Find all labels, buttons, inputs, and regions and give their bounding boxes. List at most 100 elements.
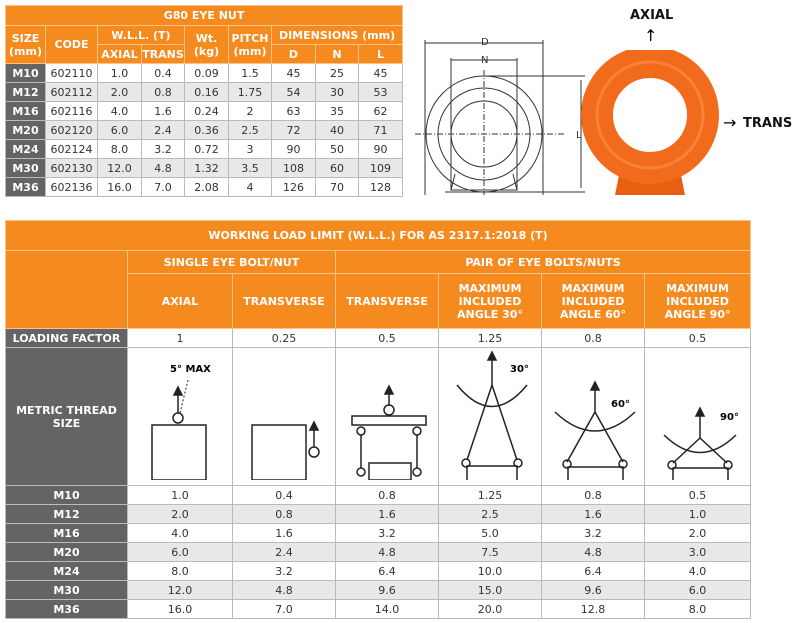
table-cell: 0.4 [232,485,336,505]
label-5-max: 5° MAX [170,364,211,375]
label-30: 30° [510,364,529,375]
column-header: MAXIMUM INCLUDED ANGLE 60° [541,273,645,329]
table-cell: 60 [315,158,359,178]
table-cell: 30 [315,82,359,102]
table-cell: 12.0 [97,158,142,178]
table-cell: 1.32 [184,158,229,178]
table-cell: 6.4 [335,561,439,581]
table-cell: 2.0 [97,82,142,102]
table-cell: 602110 [45,63,98,83]
angle-60-diagram: 60° [554,380,636,484]
column-header: TRANSVERSE [335,273,439,329]
table-cell: 35 [315,101,359,121]
size-cell: M24 [5,139,46,159]
table-cell: 40 [315,120,359,140]
table-cell: 2.5 [438,504,542,524]
eye-nut-technical-drawing: D N L [415,37,585,195]
header-l: L [357,44,404,64]
table-row: M36 602136 16.0 7.0 2.08 4 126 70 128 [5,177,404,197]
table-cell: 7.0 [141,177,185,197]
size-cell: M10 [5,63,46,83]
table-cell: 4.8 [335,542,439,562]
table-cell: 2.4 [141,120,185,140]
size-cell: M12 [5,504,128,524]
table-row: M30 12.0 4.8 9.6 15.0 9.6 6.0 [5,580,752,600]
table-cell: 6.0 [643,580,752,600]
axial-arrow-icon: ↑ [644,26,658,45]
table-cell: 0.36 [184,120,229,140]
size-cell: M20 [5,542,128,562]
table-cell: 8.0 [643,599,752,619]
table-row: M24 8.0 3.2 6.4 10.0 6.4 4.0 [5,561,752,581]
column-header: TRANSVERSE [232,273,336,329]
header-n: N [315,44,359,64]
table-cell: 8.0 [97,139,142,159]
table-cell: 4.0 [127,523,233,543]
table-cell: 3.2 [141,139,185,159]
eye-nut-photo [581,50,719,195]
table-row: M10 1.0 0.4 0.8 1.25 0.8 0.5 [5,485,752,505]
table-cell: 2.5 [228,120,272,140]
table-cell: 1.6 [141,101,185,121]
table-cell: 10.0 [438,561,542,581]
table-cell: 3.2 [541,523,645,543]
label-d: D [481,37,489,48]
size-cell: M16 [5,523,128,543]
table-cell: 0.4 [141,63,185,83]
table-cell: 62 [357,101,404,121]
table-cell: 45 [357,63,404,83]
table-cell: 108 [271,158,316,178]
column-header: MAXIMUM INCLUDED ANGLE 30° [438,273,542,329]
table-cell: 1.0 [97,63,142,83]
eye-nut-spec-table: G80 EYE NUT SIZE (mm) CODE W.L.L. (T) Wt… [4,5,404,197]
column-header: MAXIMUM INCLUDED ANGLE 90° [643,273,752,329]
table-cell: 12.0 [127,580,233,600]
loading-factor-cell: 1 [127,328,233,348]
table-cell: 4.8 [141,158,185,178]
header-axial: AXIAL [97,44,142,64]
table-cell: 0.8 [232,504,336,524]
pair-transverse-diagram [351,384,427,481]
table-cell: 2 [228,101,272,121]
table-cell: 8.0 [127,561,233,581]
table-cell: 109 [357,158,404,178]
table-cell: 7.5 [438,542,542,562]
table-cell: 16.0 [127,599,233,619]
table-cell: 6.0 [127,542,233,562]
table-cell: 0.5 [643,485,752,505]
table-cell: 25 [315,63,359,83]
size-cell: M10 [5,485,128,505]
size-cell: M20 [5,120,46,140]
table-cell: 6.0 [97,120,142,140]
table-cell: 9.6 [335,580,439,600]
table-row: M16 602116 4.0 1.6 0.24 2 63 35 62 [5,101,404,121]
table-cell: 2.0 [127,504,233,524]
table-cell: 0.8 [541,485,645,505]
table-cell: 20.0 [438,599,542,619]
table-row: M24 602124 8.0 3.2 0.72 3 90 50 90 [5,139,404,159]
table-cell: 126 [271,177,316,197]
wll-title: WORKING LOAD LIMIT (W.L.L.) FOR AS 2317.… [4,220,752,251]
axial-lift-diagram: 5° MAX [151,364,211,481]
table-cell: 4 [228,177,272,197]
label-l: L [576,130,582,141]
table-row: M10 602110 1.0 0.4 0.09 1.5 45 25 45 [5,63,404,83]
table-cell: 45 [271,63,316,83]
table-row: M16 4.0 1.6 3.2 5.0 3.2 2.0 [5,523,752,543]
table-cell: 71 [357,120,404,140]
axial-label: AXIAL [630,8,674,23]
label-60: 60° [611,399,630,410]
header-size: SIZE (mm) [5,25,46,64]
table-cell: 72 [271,120,316,140]
table-cell: 16.0 [97,177,142,197]
table-cell: 1.6 [232,523,336,543]
table-cell: 4.0 [643,561,752,581]
table-cell: 63 [271,101,316,121]
group-pair: PAIR OF EYE BOLTS/NUTS [334,250,752,274]
table-cell: 2.4 [232,542,336,562]
wll-table: WORKING LOAD LIMIT (W.L.L.) FOR AS 2317.… [4,220,752,619]
header-trans: TRANS [141,44,185,64]
angle-30-diagram: 30° [456,350,529,484]
loading-factor-cell: 0.5 [335,328,439,348]
table-cell: 4.8 [232,580,336,600]
